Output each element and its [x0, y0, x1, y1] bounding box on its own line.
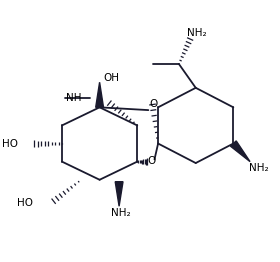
Polygon shape	[230, 141, 250, 162]
Text: NH₂: NH₂	[111, 208, 130, 218]
Text: HO: HO	[2, 139, 18, 149]
Polygon shape	[115, 182, 123, 206]
Text: HO: HO	[17, 198, 33, 209]
Text: OH: OH	[103, 73, 119, 83]
Text: NH₂: NH₂	[249, 163, 268, 173]
Polygon shape	[96, 82, 104, 107]
Text: NH: NH	[66, 92, 82, 102]
Text: NH₂: NH₂	[187, 29, 207, 39]
Text: O: O	[147, 156, 155, 166]
Text: O: O	[150, 99, 158, 109]
